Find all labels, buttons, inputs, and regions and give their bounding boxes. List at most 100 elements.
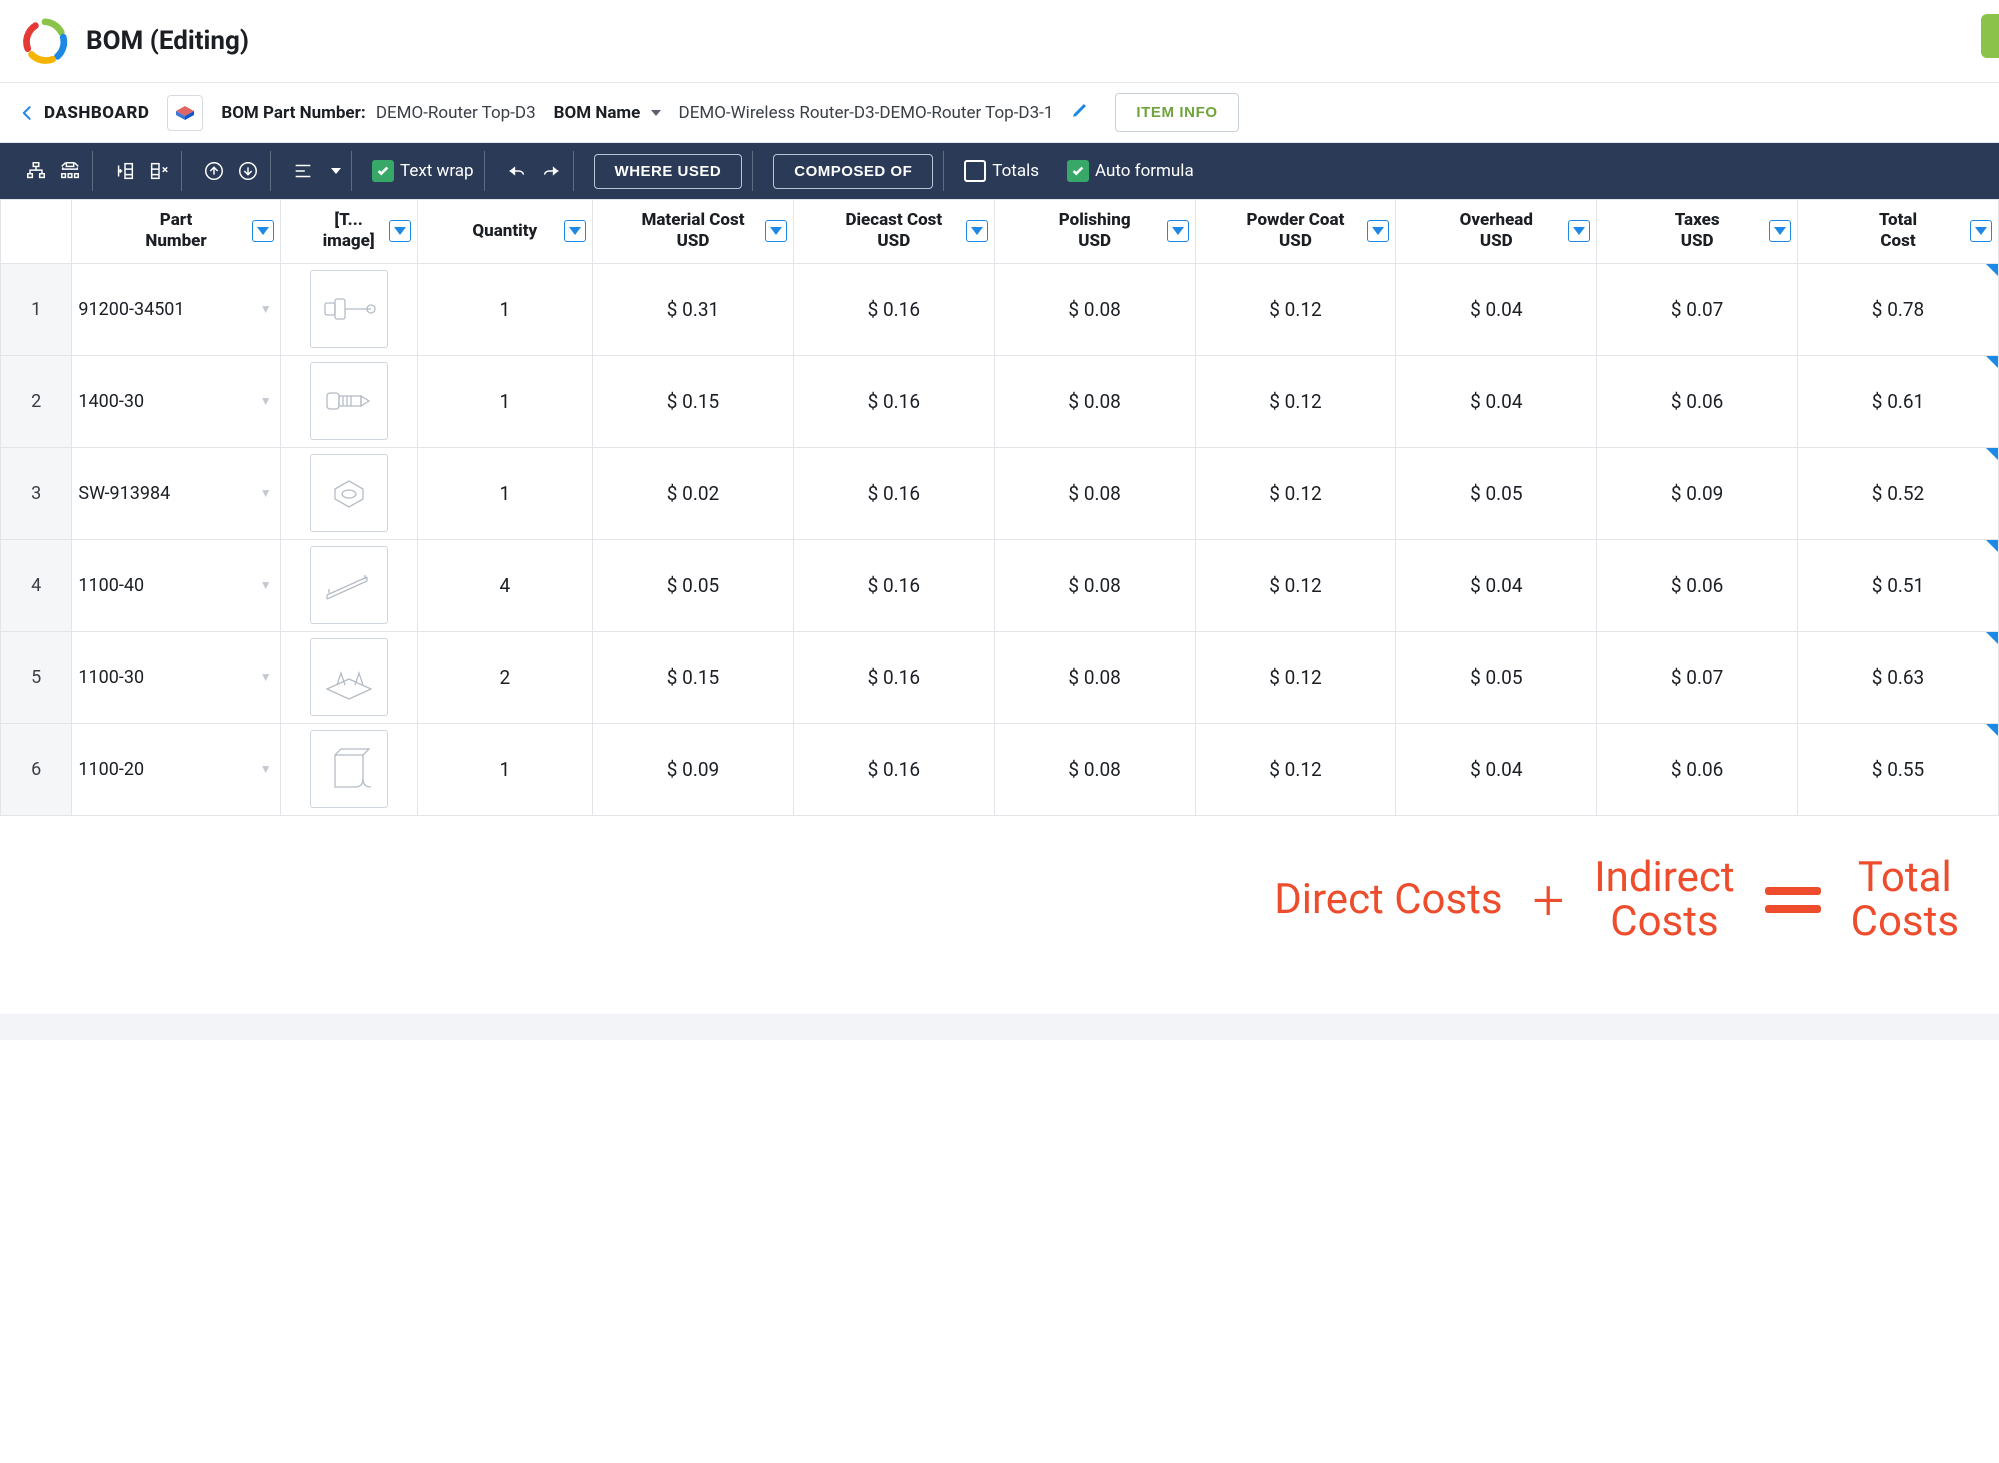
column-header-part[interactable]: PartNumber [72, 200, 280, 264]
quantity-cell[interactable]: 1 [417, 447, 593, 539]
material-cost-cell[interactable]: $ 0.15 [593, 355, 794, 447]
table-row[interactable]: 3SW-913984▼1$ 0.02$ 0.16$ 0.08$ 0.12$ 0.… [1, 447, 1999, 539]
diecast-cost-cell[interactable]: $ 0.16 [793, 447, 994, 539]
side-action-button[interactable] [1981, 14, 1999, 58]
filter-button[interactable] [252, 220, 274, 242]
powder-coat-cost-cell[interactable]: $ 0.12 [1195, 263, 1396, 355]
filter-button[interactable] [389, 220, 411, 242]
dashboard-back-link[interactable]: DASHBOARD [18, 103, 149, 123]
align-menu-icon[interactable] [291, 159, 315, 183]
table-row[interactable]: 61100-20▼1$ 0.09$ 0.16$ 0.08$ 0.12$ 0.04… [1, 723, 1999, 815]
total-cost-cell[interactable]: $ 0.52 [1798, 447, 1999, 539]
quantity-cell[interactable]: 1 [417, 263, 593, 355]
part-number-cell[interactable]: 91200-34501▼ [72, 263, 280, 355]
powder-coat-cost-cell[interactable]: $ 0.12 [1195, 447, 1396, 539]
polishing-cost-cell[interactable]: $ 0.08 [994, 723, 1195, 815]
taxes-cost-cell[interactable]: $ 0.06 [1597, 355, 1798, 447]
material-cost-cell[interactable]: $ 0.31 [593, 263, 794, 355]
polishing-cost-cell[interactable]: $ 0.08 [994, 355, 1195, 447]
undo-icon[interactable] [505, 159, 529, 183]
table-row[interactable]: 51100-30▼2$ 0.15$ 0.16$ 0.08$ 0.12$ 0.05… [1, 631, 1999, 723]
part-number-cell[interactable]: 1100-30▼ [72, 631, 280, 723]
diecast-cost-cell[interactable]: $ 0.16 [793, 355, 994, 447]
material-cost-cell[interactable]: $ 0.02 [593, 447, 794, 539]
overhead-cost-cell[interactable]: $ 0.05 [1396, 447, 1597, 539]
filter-button[interactable] [1367, 220, 1389, 242]
filter-button[interactable] [1167, 220, 1189, 242]
bom-name-dropdown[interactable]: BOM Name [554, 103, 661, 123]
overhead-cost-cell[interactable]: $ 0.04 [1396, 355, 1597, 447]
filter-button[interactable] [1769, 220, 1791, 242]
filter-button[interactable] [564, 220, 586, 242]
taxes-cost-cell[interactable]: $ 0.09 [1597, 447, 1798, 539]
flat-view-icon[interactable] [58, 159, 82, 183]
text-wrap-toggle[interactable]: Text wrap [372, 160, 474, 182]
column-header-image[interactable]: [T...image] [280, 200, 417, 264]
taxes-cost-cell[interactable]: $ 0.07 [1597, 631, 1798, 723]
move-up-icon[interactable] [202, 159, 226, 183]
polishing-cost-cell[interactable]: $ 0.08 [994, 447, 1195, 539]
quantity-cell[interactable]: 4 [417, 539, 593, 631]
table-row[interactable]: 41100-40▼4$ 0.05$ 0.16$ 0.08$ 0.12$ 0.04… [1, 539, 1999, 631]
diecast-cost-cell[interactable]: $ 0.16 [793, 263, 994, 355]
material-cost-cell[interactable]: $ 0.09 [593, 723, 794, 815]
composed-of-button[interactable]: COMPOSED OF [773, 154, 933, 189]
thumbnail-cell[interactable] [280, 631, 417, 723]
remove-column-icon[interactable] [147, 159, 171, 183]
polishing-cost-cell[interactable]: $ 0.08 [994, 631, 1195, 723]
total-cost-cell[interactable]: $ 0.78 [1798, 263, 1999, 355]
filter-button[interactable] [1970, 220, 1992, 242]
table-row[interactable]: 21400-30▼1$ 0.15$ 0.16$ 0.08$ 0.12$ 0.04… [1, 355, 1999, 447]
totals-toggle[interactable]: Totals [964, 160, 1039, 182]
total-cost-cell[interactable]: $ 0.61 [1798, 355, 1999, 447]
part-number-cell[interactable]: 1100-20▼ [72, 723, 280, 815]
filter-button[interactable] [765, 220, 787, 242]
powder-coat-cost-cell[interactable]: $ 0.12 [1195, 355, 1396, 447]
thumbnail-cell[interactable] [280, 447, 417, 539]
thumbnail-cell[interactable] [280, 355, 417, 447]
polishing-cost-cell[interactable]: $ 0.08 [994, 539, 1195, 631]
polishing-cost-cell[interactable]: $ 0.08 [994, 263, 1195, 355]
where-used-button[interactable]: WHERE USED [594, 154, 743, 189]
tree-view-icon[interactable] [24, 159, 48, 183]
column-header-polishing[interactable]: PolishingUSD [994, 200, 1195, 264]
overhead-cost-cell[interactable]: $ 0.04 [1396, 723, 1597, 815]
powder-coat-cost-cell[interactable]: $ 0.12 [1195, 631, 1396, 723]
total-cost-cell[interactable]: $ 0.63 [1798, 631, 1999, 723]
diecast-cost-cell[interactable]: $ 0.16 [793, 539, 994, 631]
column-header-total[interactable]: TotalCost [1798, 200, 1999, 264]
table-row[interactable]: 191200-34501▼1$ 0.31$ 0.16$ 0.08$ 0.12$ … [1, 263, 1999, 355]
thumbnail-cell[interactable] [280, 263, 417, 355]
overhead-cost-cell[interactable]: $ 0.04 [1396, 539, 1597, 631]
column-header-overhead[interactable]: OverheadUSD [1396, 200, 1597, 264]
auto-formula-toggle[interactable]: Auto formula [1067, 160, 1194, 182]
powder-coat-cost-cell[interactable]: $ 0.12 [1195, 539, 1396, 631]
redo-icon[interactable] [539, 159, 563, 183]
filter-button[interactable] [966, 220, 988, 242]
filter-button[interactable] [1568, 220, 1590, 242]
taxes-cost-cell[interactable]: $ 0.06 [1597, 723, 1798, 815]
overhead-cost-cell[interactable]: $ 0.04 [1396, 263, 1597, 355]
taxes-cost-cell[interactable]: $ 0.06 [1597, 539, 1798, 631]
edit-name-button[interactable] [1071, 101, 1089, 124]
total-cost-cell[interactable]: $ 0.51 [1798, 539, 1999, 631]
part-number-cell[interactable]: 1100-40▼ [72, 539, 280, 631]
column-header-material[interactable]: Material CostUSD [593, 200, 794, 264]
column-header-powder[interactable]: Powder CoatUSD [1195, 200, 1396, 264]
total-cost-cell[interactable]: $ 0.55 [1798, 723, 1999, 815]
quantity-cell[interactable]: 1 [417, 723, 593, 815]
overhead-cost-cell[interactable]: $ 0.05 [1396, 631, 1597, 723]
part-number-cell[interactable]: 1400-30▼ [72, 355, 280, 447]
column-header-diecast[interactable]: Diecast CostUSD [793, 200, 994, 264]
material-cost-cell[interactable]: $ 0.05 [593, 539, 794, 631]
powder-coat-cost-cell[interactable]: $ 0.12 [1195, 723, 1396, 815]
diecast-cost-cell[interactable]: $ 0.16 [793, 631, 994, 723]
add-column-icon[interactable] [113, 159, 137, 183]
move-down-icon[interactable] [236, 159, 260, 183]
quantity-cell[interactable]: 2 [417, 631, 593, 723]
quantity-cell[interactable]: 1 [417, 355, 593, 447]
thumbnail-cell[interactable] [280, 539, 417, 631]
part-number-cell[interactable]: SW-913984▼ [72, 447, 280, 539]
thumbnail-cell[interactable] [280, 723, 417, 815]
column-header-qty[interactable]: Quantity [417, 200, 593, 264]
